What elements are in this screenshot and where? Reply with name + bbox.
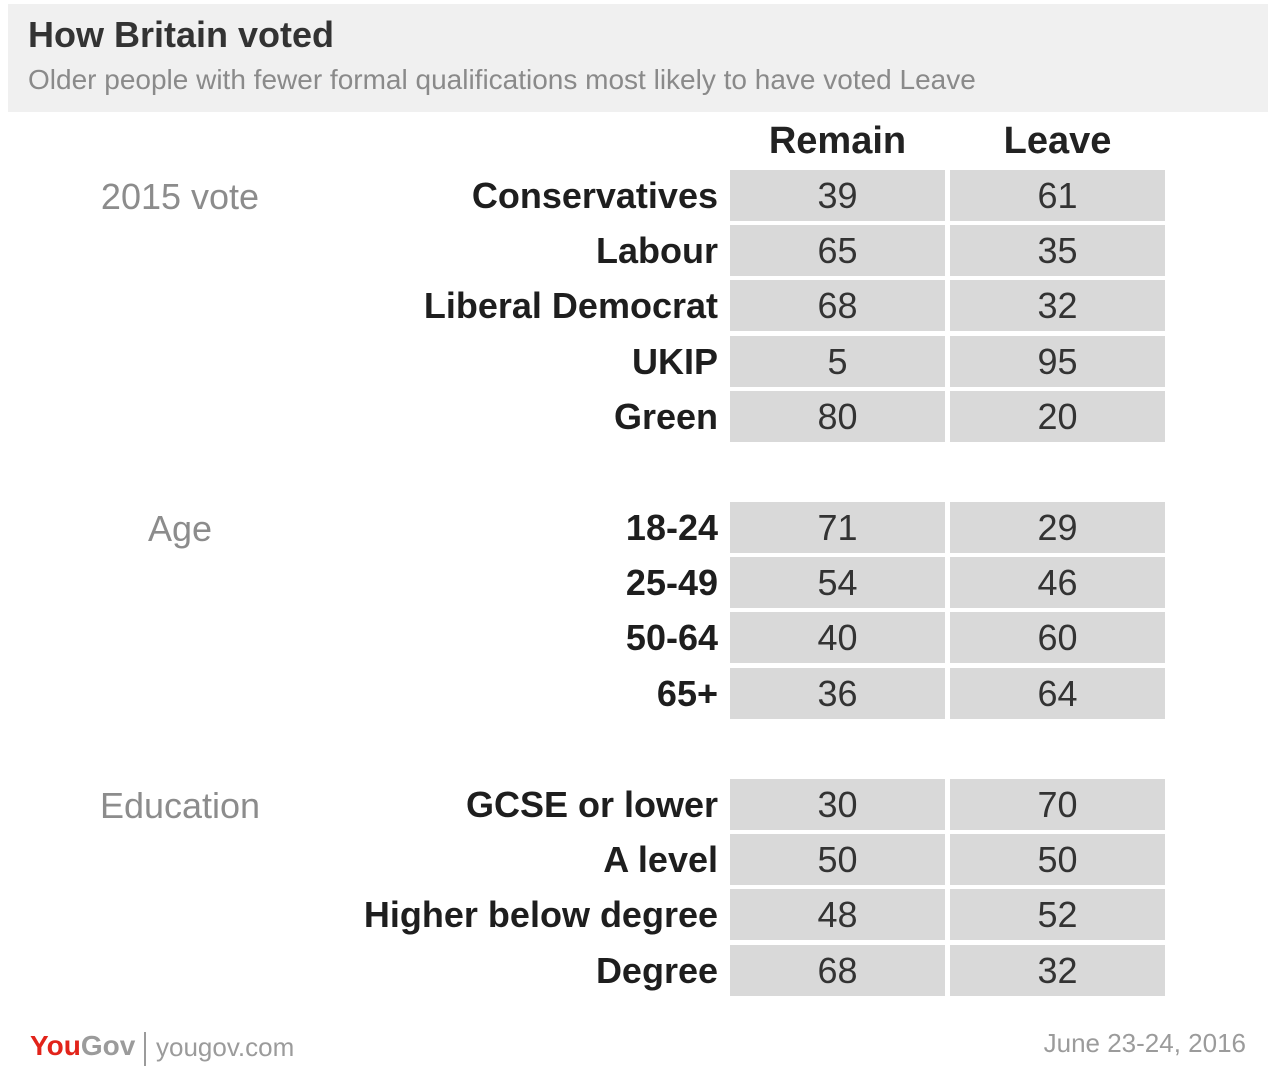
group-label: 2015 vote — [100, 176, 260, 217]
value-cell-leave: 64 — [950, 667, 1165, 719]
value-cell-remain: 71 — [730, 502, 945, 553]
value-cell-leave: 32 — [950, 944, 1165, 996]
column-header-leave: Leave — [1003, 120, 1112, 162]
row-label: Liberal Democrat — [423, 285, 718, 327]
yougov-logo: YouGov — [30, 1030, 136, 1061]
value-cell-leave: 32 — [950, 280, 1165, 332]
row-label: GCSE or lower — [465, 784, 718, 825]
value-cell-remain: 80 — [730, 390, 945, 442]
value-cell-remain: 65 — [730, 225, 945, 277]
row-label: 25-49 — [625, 562, 718, 604]
group-label: Age — [147, 508, 213, 549]
column-header-remain: Remain — [768, 120, 907, 162]
value-cell-leave: 70 — [950, 779, 1165, 830]
value-cell-remain: 48 — [730, 889, 945, 941]
value-cell-leave: 35 — [950, 225, 1165, 277]
value-cell-leave: 46 — [950, 557, 1165, 609]
chart-title: How Britain voted — [28, 14, 335, 55]
chart-header: How Britain voted Older people with fewe… — [8, 4, 1268, 112]
value-cell-remain: 30 — [730, 779, 945, 830]
value-cell-leave: 60 — [950, 612, 1165, 664]
value-cell-remain: 5 — [730, 335, 945, 387]
row-label: Conservatives — [471, 175, 718, 216]
value-cell-remain: 54 — [730, 557, 945, 609]
row-label: 18-24 — [625, 507, 718, 548]
footer-divider — [144, 1032, 146, 1066]
row-label: Degree — [595, 949, 718, 991]
row-label: Labour — [596, 230, 718, 272]
value-cell-leave: 20 — [950, 390, 1165, 442]
row-label: Green — [613, 395, 718, 437]
row-label: Higher below degree — [363, 894, 718, 936]
row-label: 65+ — [656, 672, 718, 714]
chart-subtitle: Older people with fewer formal qualifica… — [28, 64, 976, 95]
value-cell-remain: 68 — [730, 944, 945, 996]
group-label: Education — [99, 785, 261, 826]
survey-date: June 23-24, 2016 — [1043, 1028, 1246, 1058]
value-cell-leave: 50 — [950, 834, 1165, 886]
row-label: 50-64 — [625, 617, 718, 659]
row-label: UKIP — [631, 340, 718, 382]
footer-url: yougov.com — [156, 1032, 295, 1062]
row-label: A level — [603, 839, 718, 881]
value-cell-leave: 29 — [950, 502, 1165, 553]
value-cell-leave: 61 — [950, 170, 1165, 221]
value-cell-remain: 39 — [730, 170, 945, 221]
value-cell-remain: 68 — [730, 280, 945, 332]
value-cell-leave: 95 — [950, 335, 1165, 387]
value-cell-remain: 40 — [730, 612, 945, 664]
value-cell-remain: 36 — [730, 667, 945, 719]
value-cell-leave: 52 — [950, 889, 1165, 941]
value-cell-remain: 50 — [730, 834, 945, 886]
